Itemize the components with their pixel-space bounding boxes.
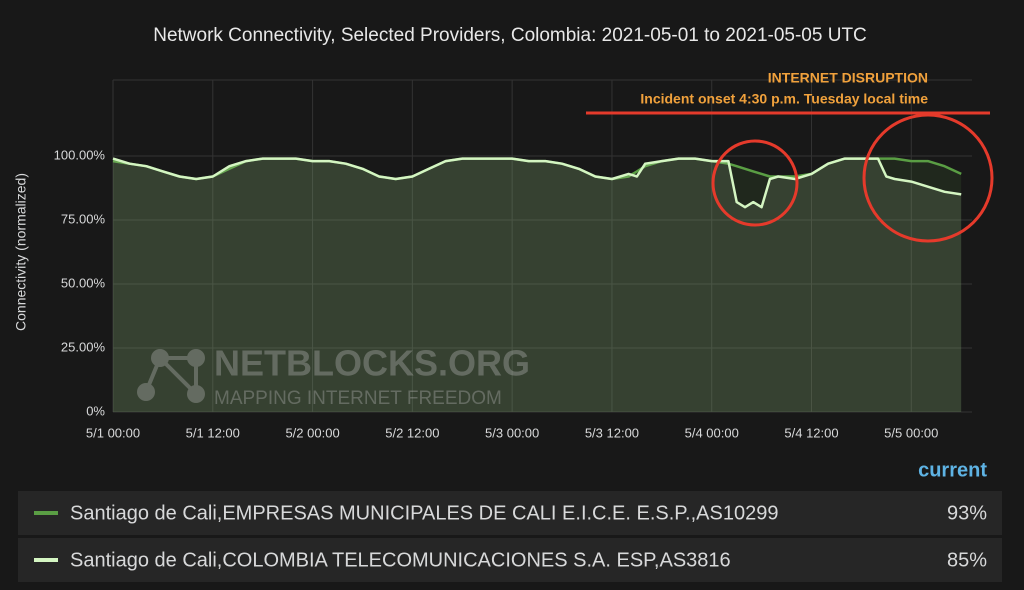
legend-entry: Santiago de Cali,EMPRESAS MUNICIPALES DE… bbox=[70, 502, 778, 524]
x-tick-label: 5/3 12:00 bbox=[585, 425, 639, 440]
y-tick-label: 75.00% bbox=[61, 211, 106, 226]
watermark-title: NETBLOCKS.ORG bbox=[214, 343, 530, 384]
chart-title: Network Connectivity, Selected Providers… bbox=[153, 25, 867, 46]
legend-row bbox=[18, 491, 1002, 535]
x-tick-label: 5/4 00:00 bbox=[685, 425, 739, 440]
annotation-text: Incident onset 4:30 p.m. Tuesday local t… bbox=[640, 91, 928, 107]
watermark-subtitle: MAPPING INTERNET FREEDOM bbox=[214, 388, 502, 409]
legend-current: 93% bbox=[947, 502, 987, 524]
x-tick-label: 5/4 12:00 bbox=[784, 425, 838, 440]
logo-dot bbox=[187, 385, 205, 403]
x-tick-label: 5/1 00:00 bbox=[86, 425, 140, 440]
legend-entry: Santiago de Cali,COLOMBIA TELECOMUNICACI… bbox=[70, 549, 731, 571]
logo-dot bbox=[137, 383, 155, 401]
series-line bbox=[112, 157, 962, 209]
x-tick-label: 5/1 12:00 bbox=[186, 425, 240, 440]
legend-header: current bbox=[918, 459, 987, 481]
y-tick-label: 25.00% bbox=[61, 339, 106, 354]
y-axis-label: Connectivity (normalized) bbox=[13, 173, 29, 331]
x-tick-label: 5/5 00:00 bbox=[884, 425, 938, 440]
legend: Santiago de Cali,EMPRESAS MUNICIPALES DE… bbox=[18, 491, 1002, 582]
logo-dot bbox=[151, 349, 169, 367]
watermark: NETBLOCKS.ORG MAPPING INTERNET FREEDOM bbox=[137, 343, 530, 409]
highlight-circle bbox=[862, 113, 994, 243]
legend-row bbox=[18, 538, 1002, 582]
logo-dot bbox=[187, 349, 205, 367]
plot-area: 0% 25.00% 50.00% 75.00% 100.00% 5/1 00:00 5/1 … bbox=[54, 79, 972, 440]
annotation-title: INTERNET DISRUPTION bbox=[768, 70, 928, 86]
x-tick-label: 5/2 00:00 bbox=[285, 425, 339, 440]
highlight-circle bbox=[711, 139, 799, 227]
series-area bbox=[113, 158, 962, 412]
logo-lines bbox=[144, 356, 198, 396]
x-tick-label: 5/3 00:00 bbox=[485, 425, 539, 440]
series-area bbox=[113, 158, 962, 412]
legend-current: 85% bbox=[947, 549, 987, 571]
x-tick-label: 5/2 12:00 bbox=[385, 425, 439, 440]
y-tick-label: 0% bbox=[86, 403, 105, 418]
y-tick-label: 100.00% bbox=[54, 147, 106, 162]
y-tick-label: 50.00% bbox=[61, 275, 106, 290]
